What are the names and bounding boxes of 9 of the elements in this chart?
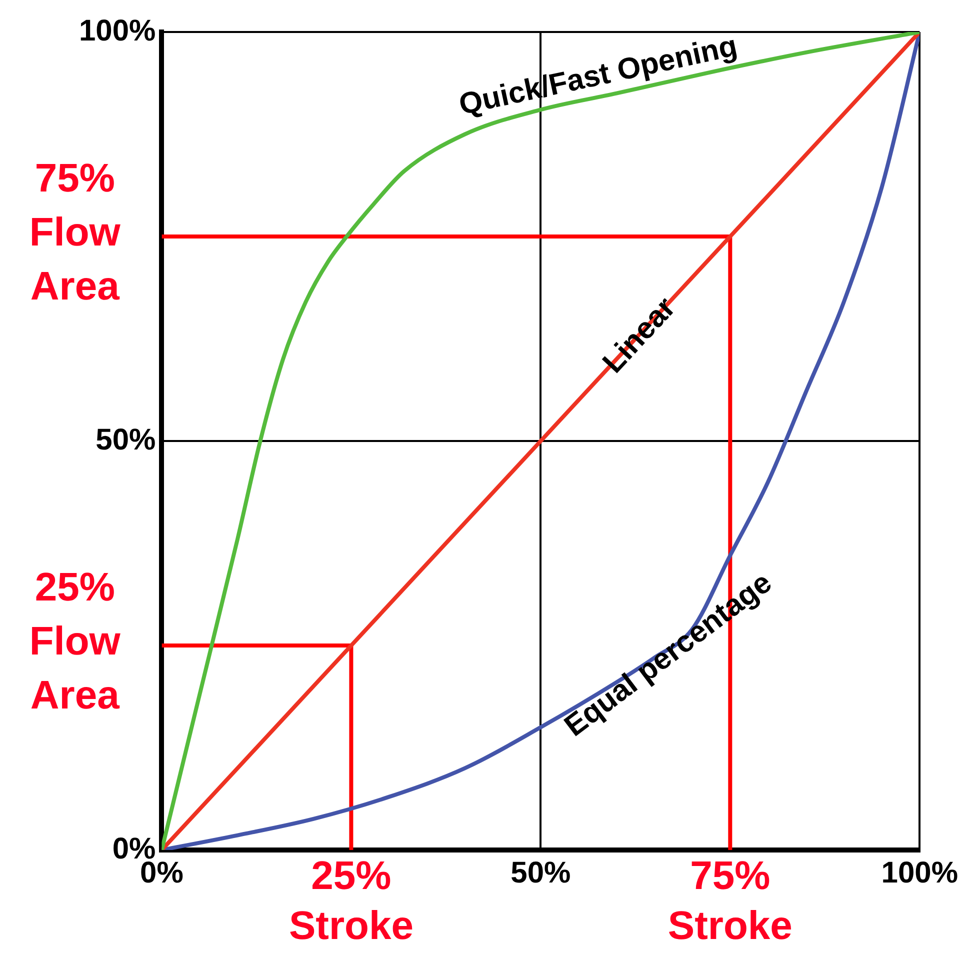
text: 75% Flow Area: [29, 156, 122, 309]
y-tick-label: 100%: [78, 14, 156, 48]
text: 75% Stroke: [668, 854, 792, 948]
line-series: [162, 32, 920, 850]
text: 25% Stroke: [288, 854, 414, 948]
x-tick-label: 50%: [510, 856, 571, 890]
text: 25% Flow Area: [29, 566, 122, 718]
y-tick-label: 50%: [96, 423, 156, 456]
x-tick-label: 100%: [881, 856, 958, 890]
